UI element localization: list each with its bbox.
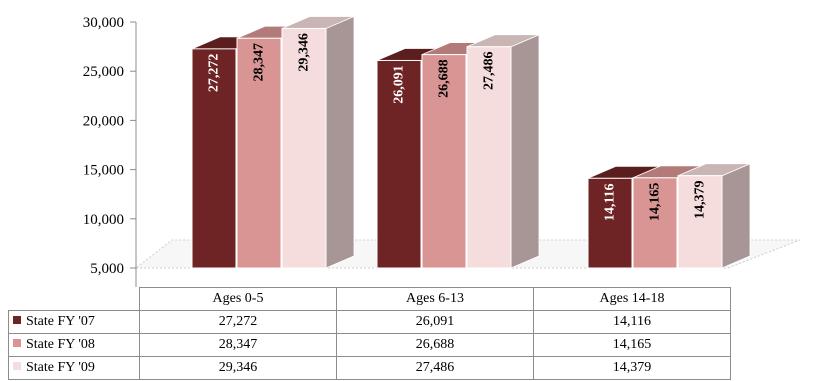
legend-swatch: [13, 339, 21, 347]
data-label: 27,272: [207, 54, 222, 93]
data-label: 26,688: [437, 59, 452, 98]
data-label: 29,346: [297, 33, 312, 72]
y-axis: 5,000 10,000 15,000 20,000 25,000 30,000: [83, 15, 137, 287]
data-label: 14,379: [693, 180, 708, 219]
y-tick-label: 20,000: [83, 113, 124, 129]
data-label: 14,165: [648, 183, 663, 222]
data-table-series-label: State FY '08: [8, 333, 140, 357]
data-table: Ages 0-5 Ages 6-13 Ages 14-18 State FY '…: [8, 287, 731, 380]
data-table-value: 27,486: [336, 356, 534, 380]
legend-swatch: [13, 362, 21, 370]
bar-side-face: [721, 163, 751, 269]
series-name: State FY '09: [26, 360, 95, 375]
bar-side-face: [510, 34, 540, 269]
data-label: 26,091: [392, 65, 407, 104]
data-label: 27,486: [482, 51, 497, 90]
data-label: 14,116: [603, 183, 618, 221]
data-table-header-row: Ages 0-5 Ages 6-13 Ages 14-18: [9, 287, 731, 311]
bar: 27,486: [466, 34, 540, 269]
data-table-value: 28,347: [139, 333, 337, 357]
bar-front-face: [421, 54, 467, 269]
data-table-row: State FY '09 29,346 27,486 14,379: [8, 356, 731, 380]
data-table-value: 14,165: [533, 333, 731, 357]
bar-front-face: [466, 46, 512, 269]
data-table-row: State FY '07 27,272 26,091 14,116: [8, 310, 731, 334]
bar-front-face: [376, 59, 422, 269]
data-table-category: Ages 0-5: [139, 287, 337, 311]
bar-side-face: [325, 15, 355, 269]
data-label: 28,347: [252, 43, 267, 82]
data-table-value: 14,116: [533, 310, 731, 334]
y-tick-label: 30,000: [83, 15, 124, 31]
data-table-row: State FY '08 28,347 26,688 14,165: [8, 333, 731, 357]
y-tick-label: 10,000: [83, 212, 124, 228]
bar-front-face: [236, 37, 282, 269]
bar: 14,379: [677, 163, 751, 269]
bar-front-face: [677, 175, 723, 269]
bar-front-face: [281, 27, 327, 269]
bar-group: 14,116 14,165 14,379: [587, 163, 751, 269]
data-table-series-label: State FY '07: [8, 310, 140, 334]
data-table-value: 27,272: [139, 310, 337, 334]
y-tick-label: 25,000: [83, 64, 124, 80]
data-table-value: 26,688: [336, 333, 534, 357]
legend-swatch: [13, 316, 21, 324]
data-table-value: 29,346: [139, 356, 337, 380]
data-table-corner: [9, 288, 140, 311]
bar-front-face: [632, 177, 678, 269]
bar-group: 26,091 26,688 27,486: [376, 34, 540, 269]
data-table-category: Ages 6-13: [336, 287, 534, 311]
y-tick-label: 5,000: [90, 261, 124, 277]
bars: 27,272 28,347 29,346 26,091 26,688 27,486 14,1…: [191, 15, 751, 269]
data-table-value: 14,379: [533, 356, 731, 380]
bar-group: 27,272 28,347 29,346: [191, 15, 355, 269]
data-table-series-label: State FY '09: [8, 356, 140, 380]
series-name: State FY '08: [26, 337, 95, 352]
bar-front-face: [587, 177, 633, 269]
bar-front-face: [191, 48, 237, 269]
data-table-value: 26,091: [336, 310, 534, 334]
data-table-category: Ages 14-18: [533, 287, 731, 311]
series-name: State FY '07: [26, 314, 95, 329]
bar: 29,346: [281, 15, 355, 269]
y-tick-label: 15,000: [83, 163, 124, 179]
